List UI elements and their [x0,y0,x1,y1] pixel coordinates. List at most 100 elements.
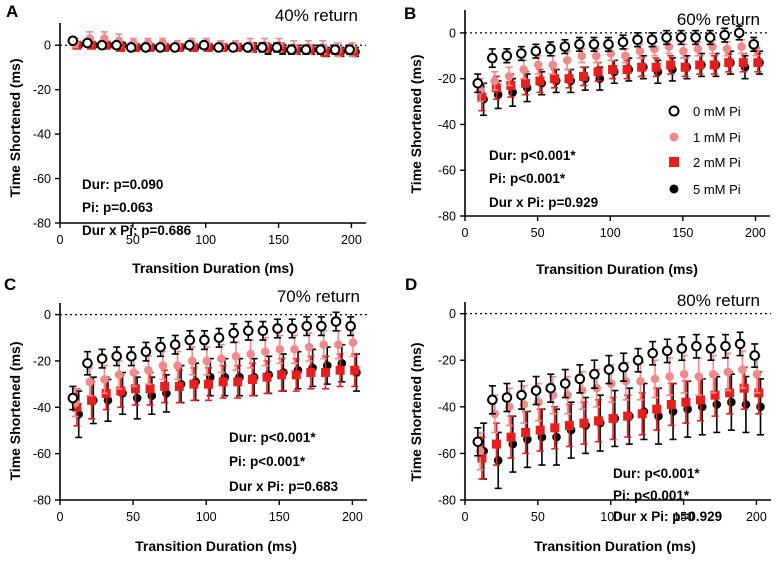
data-point [126,351,137,362]
legend-label-1mm: 1 mM Pi [693,130,741,145]
stats-line-a-interaction: Dur x Pi: p=0.686 [82,223,192,238]
data-point [636,376,645,386]
panel-title-c: 70% return [277,287,360,306]
legend-entry-1mm: 1 mM Pi [669,130,741,145]
data-point [676,343,688,354]
x-tick-label-c: 200 [342,510,363,524]
y-tick-label-d: -60 [438,447,456,461]
data-point [246,349,255,359]
legend-marker-open-circle [668,105,680,117]
legend-marker-red-square [669,157,679,167]
y-axis-title-c: Time Shortened (ms) [7,342,23,481]
data-point [748,39,760,50]
data-point [140,346,152,357]
series-0mm-c [67,311,356,411]
series-2mm-d [477,366,764,480]
data-point [722,44,732,54]
data-point [271,42,283,53]
data-point [530,45,542,57]
data-point [749,350,760,361]
data-point [680,62,690,72]
data-point [665,372,674,381]
data-point [348,338,358,347]
data-point [501,392,513,403]
data-point [82,357,93,369]
y-tick-label-c: -80 [33,494,51,508]
data-point [504,72,514,81]
data-point [545,382,556,394]
data-point [652,404,662,414]
panel-c: C 70% return Time Shortened (ms) Transit… [4,275,367,554]
data-point [114,370,124,380]
data-point [550,423,560,433]
legend-entry-2mm: 2 mM Pi [669,155,741,170]
stats-line-a-pi: Pi: p=0.063 [82,200,153,215]
data-point [635,46,645,56]
data-point [506,432,516,442]
x-tick-label-d: 50 [531,510,545,524]
panel-letter-a: A [6,2,18,21]
data-point [734,338,746,350]
data-point [218,377,228,387]
stats-line-c-interaction: Dur x Pi: p=0.683 [229,479,339,494]
stats-line-b-dur: Dur: p<0.001* [489,148,576,163]
data-point [96,353,108,364]
data-point [334,340,343,350]
x-tick-label-b: 100 [600,226,621,240]
y-tick-label-a: -20 [33,83,51,97]
data-point [198,39,210,51]
x-tick-label-a: 50 [126,233,140,247]
stats-line-a-dur: Dur: p=0.090 [82,177,163,192]
data-point [155,341,166,353]
data-point [111,351,123,362]
data-point [603,39,614,50]
x-tick-label-c: 150 [269,510,290,524]
data-point [741,400,751,409]
data-point [199,334,210,346]
y-tick-label-c: 0 [44,308,51,322]
data-point [708,369,718,379]
data-point [548,60,558,70]
data-point [242,42,253,53]
legend: 0 mM Pi 1 mM Pi 2 mM Pi 5 mM Pi [668,104,741,197]
data-point [690,32,701,43]
data-point [752,369,762,379]
legend-marker-pink-circle [669,132,679,142]
data-point [725,388,735,398]
data-point [712,400,722,409]
data-point [727,397,736,407]
data-point [472,436,484,448]
data-point [724,58,734,68]
data-point [275,345,285,354]
data-point [257,325,269,337]
data-point [603,364,615,375]
data-point [710,390,720,400]
data-point [286,323,298,334]
y-tick-label-a: 0 [44,39,51,53]
data-point [579,418,589,428]
data-point [472,77,484,89]
data-point [487,394,498,406]
y-tick-label-d: -40 [438,400,456,414]
data-point [85,377,95,387]
data-point [646,34,658,46]
data-point [329,44,341,55]
data-point [247,374,257,384]
series-2mm-b [477,52,763,112]
data-point [111,39,122,51]
data-point [738,365,747,374]
data-point [608,413,618,423]
data-point [501,50,513,62]
data-point [174,381,184,391]
data-point [756,402,765,412]
data-point [647,347,658,359]
x-tick-label-c: 50 [126,510,140,524]
x-axis-title-b: Transition Duration (ms) [536,261,698,277]
data-point [184,39,195,51]
data-point [160,381,170,391]
series-1mm-c [70,327,358,418]
data-point [316,320,327,332]
data-point [681,397,691,407]
stats-line-b-interaction: Dur x Pi: p=0.929 [489,195,598,210]
series-0mm-b [472,25,760,94]
